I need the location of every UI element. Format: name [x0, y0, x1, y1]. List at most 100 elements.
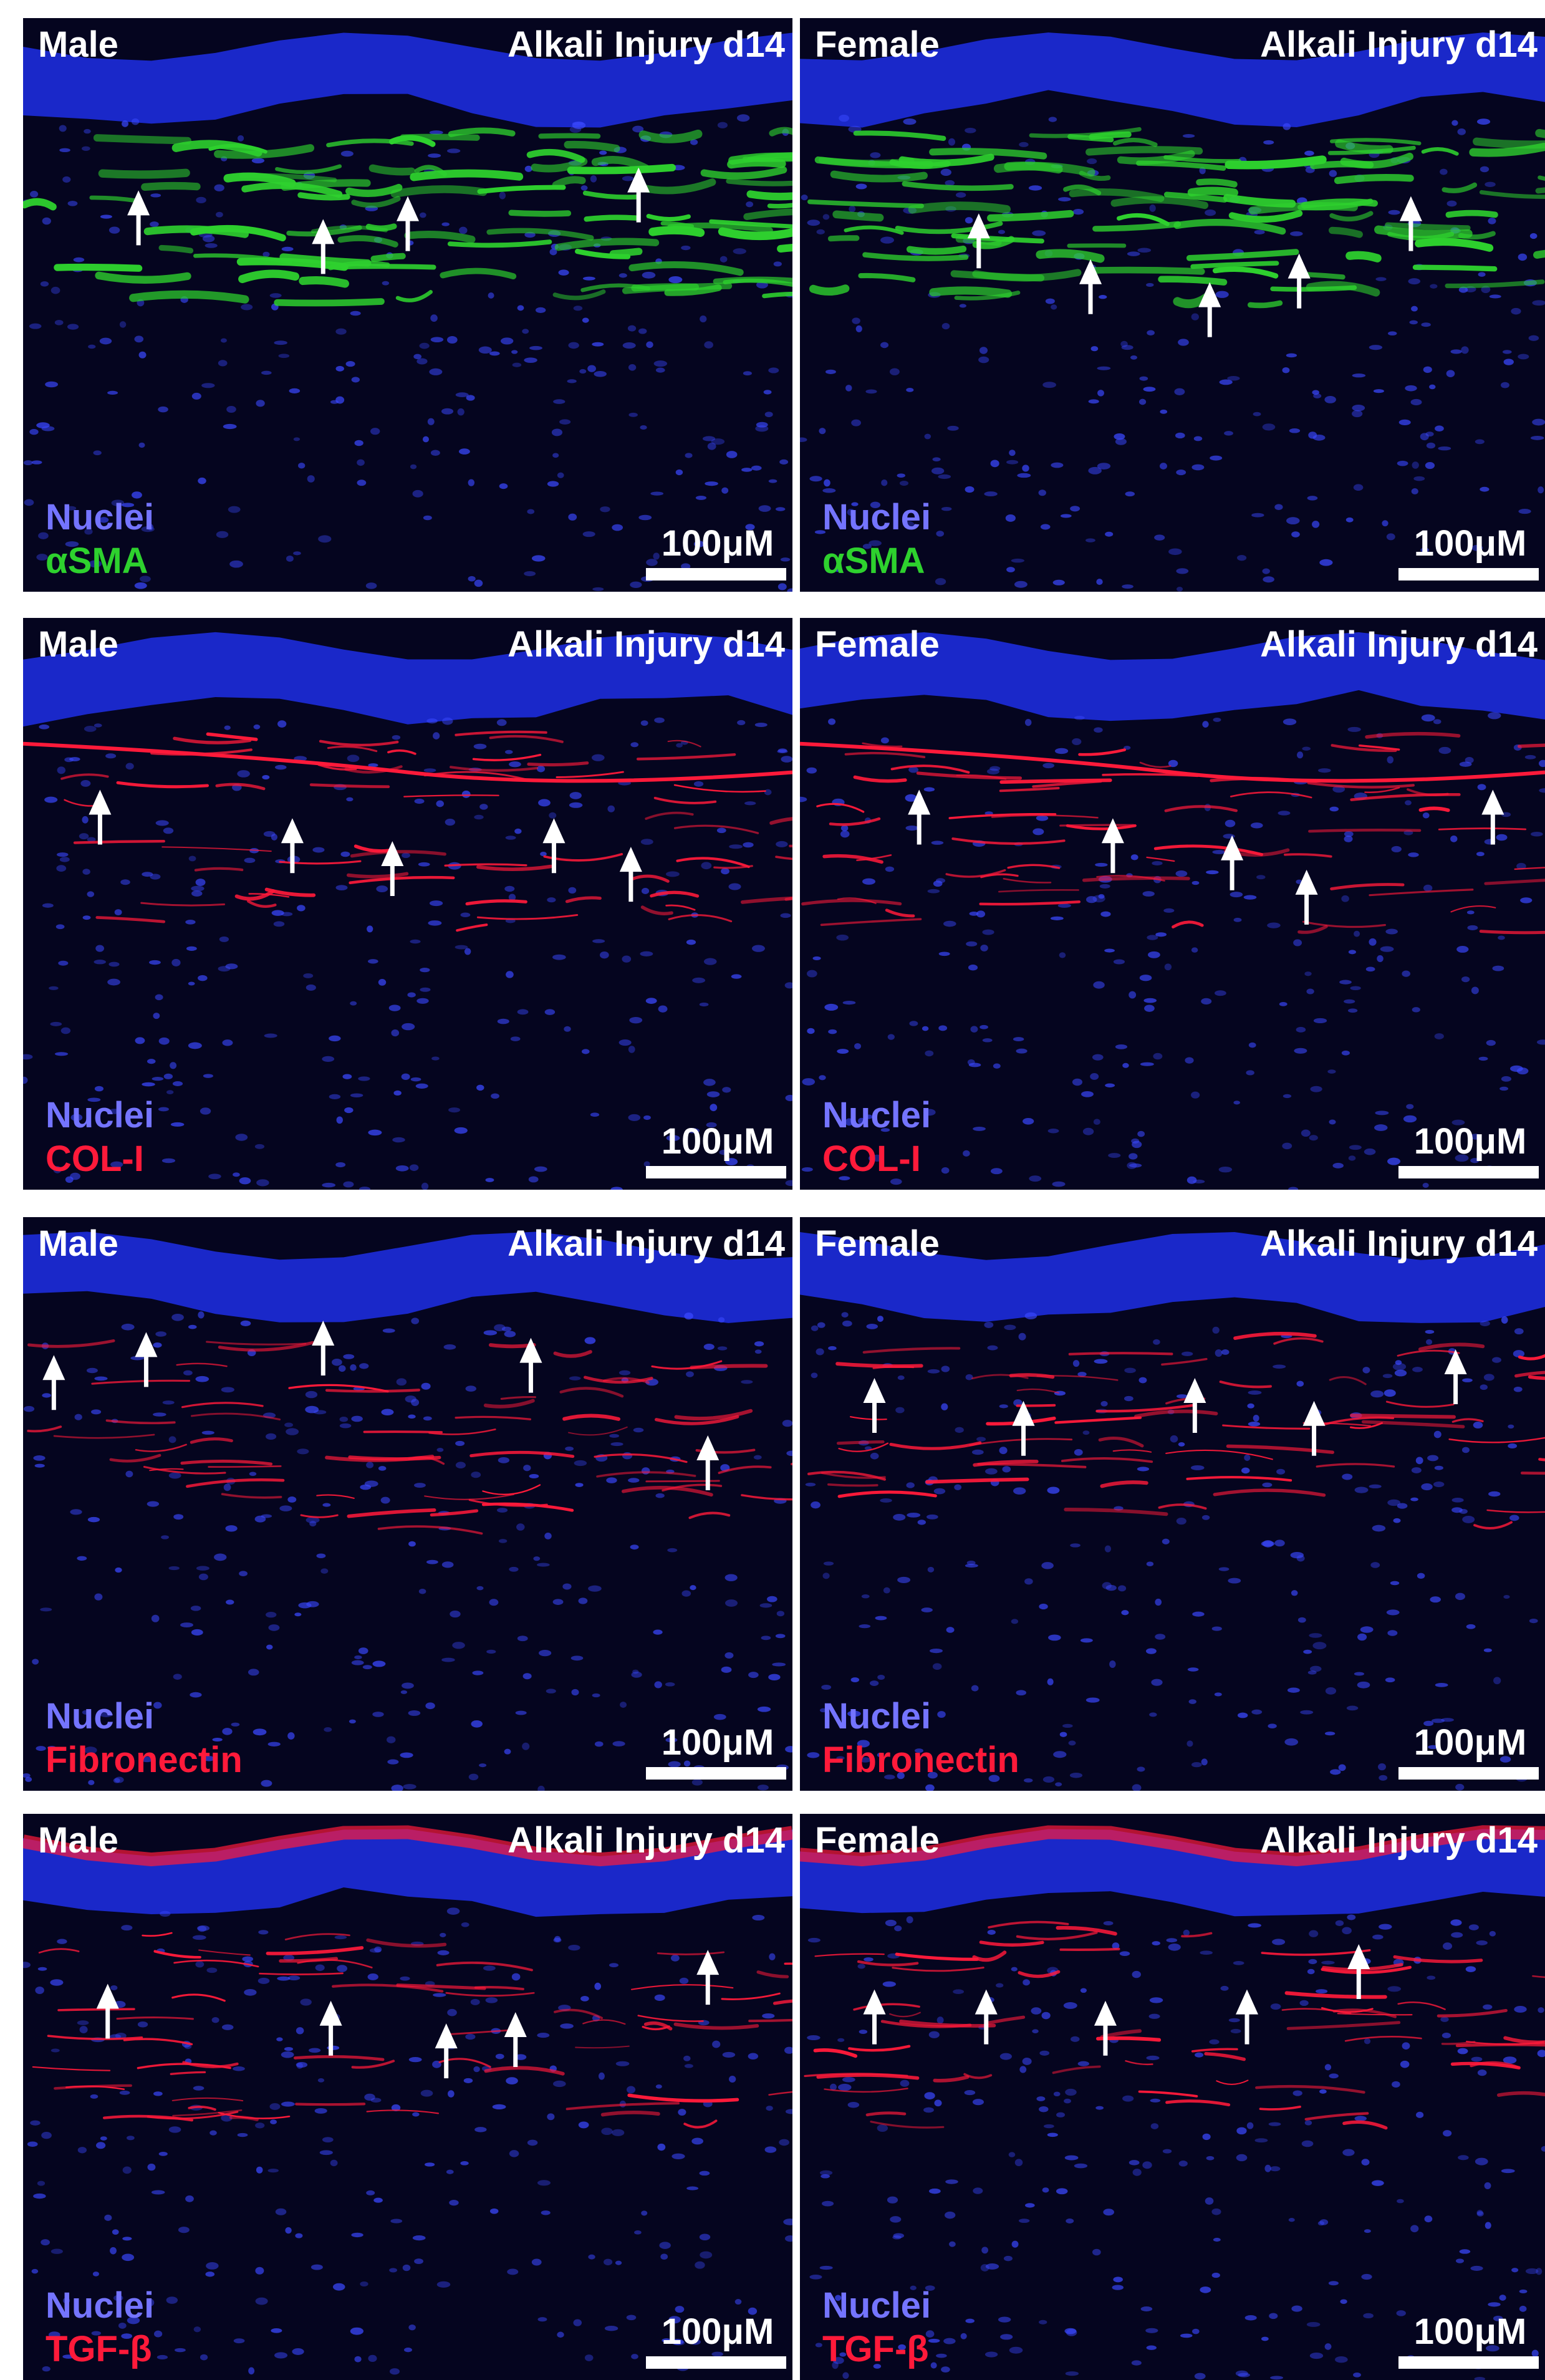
nucleus [932, 457, 941, 461]
nucleus [821, 2174, 830, 2179]
nucleus [471, 1472, 481, 1478]
nucleus [825, 369, 836, 374]
nucleus [1480, 166, 1490, 173]
nucleus [489, 351, 500, 356]
nucleus [430, 337, 444, 342]
stain-fiber [853, 130, 946, 141]
stain-fiber [93, 134, 191, 145]
nucleus [537, 765, 546, 773]
nucleus [491, 1093, 499, 1099]
nucleus [214, 1553, 227, 1561]
nucleus [757, 1706, 771, 1712]
nucleus [1213, 717, 1221, 722]
nucleus [1074, 1449, 1083, 1456]
nucleus [607, 805, 615, 812]
stain-fiber [1139, 761, 1172, 768]
nucleus [631, 1671, 642, 1678]
nucleus [330, 2159, 338, 2167]
nucleus [1040, 524, 1051, 530]
stain-fiber [141, 181, 201, 191]
nucleus [1501, 1316, 1508, 1324]
nucleus [840, 830, 850, 838]
nucleus [1417, 1573, 1425, 1579]
nucleus [404, 2348, 412, 2353]
nucleus [965, 1563, 978, 1568]
nucleus [1000, 2334, 1013, 2340]
stain-fiber [1228, 210, 1303, 223]
stain-fiber [38, 1948, 80, 1954]
stain-fiber [279, 860, 362, 865]
nucleus [134, 582, 147, 589]
nucleus [1354, 1486, 1369, 1493]
nucleus [329, 1094, 341, 1099]
nucleus [1423, 366, 1432, 373]
nucleus [448, 1107, 461, 1113]
nucleus [675, 469, 683, 476]
nucleus [622, 342, 636, 349]
nucleus [54, 319, 64, 325]
nucleus [82, 146, 90, 152]
nucleus [1348, 950, 1356, 955]
nucleus [269, 293, 282, 298]
nucleus [60, 1027, 71, 1034]
nucleus [261, 370, 272, 375]
nucleus [517, 305, 524, 311]
scale-bar-label: 100μM [662, 1722, 774, 1763]
stain-fiber [1284, 853, 1332, 858]
nucleus [1466, 1624, 1476, 1629]
nucleus [251, 158, 265, 163]
nucleus [877, 1674, 885, 1680]
nucleus [1162, 1538, 1170, 1544]
nucleus [1072, 208, 1084, 215]
nucleus [965, 127, 976, 133]
nucleus [1206, 870, 1219, 875]
nucleus [807, 1937, 821, 1943]
nucleus [381, 1409, 394, 1416]
stain-fiber [1479, 930, 1545, 935]
nucleus [188, 1324, 197, 1329]
nucleus [832, 2357, 844, 2364]
nucleus [426, 718, 438, 724]
stain-fiber [640, 905, 673, 915]
nucleus [389, 2368, 400, 2375]
nucleus [49, 986, 59, 990]
nucleus [935, 878, 946, 884]
nucleus [1425, 461, 1435, 470]
stain-fiber [239, 173, 337, 183]
nucleus [131, 118, 140, 125]
stain-fiber [895, 221, 1003, 234]
stain-fiber [870, 2121, 945, 2129]
nucleus [537, 2317, 547, 2322]
nucleus [604, 2258, 613, 2266]
nucleus [724, 1574, 738, 1581]
stain-fiber [1016, 1388, 1060, 1394]
arrow-head [1183, 1378, 1206, 1403]
nucleus [1429, 384, 1436, 390]
nucleus [1042, 1776, 1055, 1783]
arrow-head [1012, 1400, 1035, 1426]
nucleus [1104, 948, 1115, 953]
nucleus [1498, 935, 1505, 940]
nucleus [699, 2170, 710, 2176]
nucleus [1212, 1326, 1220, 1334]
nucleus [580, 1995, 589, 2002]
nucleus [410, 464, 417, 470]
nucleus [1129, 2160, 1140, 2166]
stain-fiber [1337, 2013, 1413, 2016]
nucleus [1282, 1142, 1292, 1150]
nucleus [450, 1610, 461, 1618]
nucleus [990, 460, 999, 468]
nucleus [572, 122, 586, 129]
stain-fiber [348, 1455, 441, 1461]
nucleus [293, 437, 301, 441]
nucleus [859, 1624, 871, 1629]
nucleus [1178, 1442, 1185, 1447]
nucleus [930, 2362, 937, 2369]
nucleus [1373, 389, 1384, 393]
nucleus [447, 2008, 457, 2016]
nucleus [582, 317, 589, 323]
nucleus [1261, 1541, 1275, 1547]
nucleus [1362, 1367, 1370, 1374]
nucleus [1237, 554, 1247, 561]
nucleus [69, 757, 80, 762]
